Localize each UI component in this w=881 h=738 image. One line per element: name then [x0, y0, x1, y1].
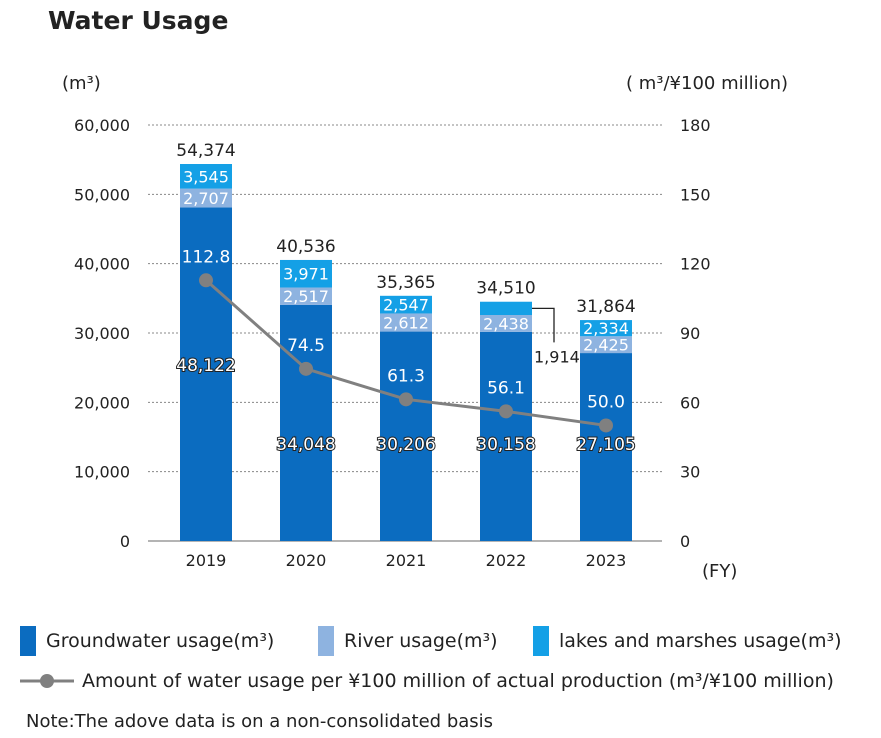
left-tick-label: 20,000 [74, 393, 130, 412]
axes: 0 10,000 20,000 30,000 40,000 50,000 60,000 0 30… [62, 73, 788, 582]
intensity-point [299, 361, 313, 376]
bar-lakes [180, 164, 232, 189]
right-tick-label: 60 [680, 393, 700, 412]
intensity-label: 56.1 [487, 378, 525, 398]
lakes-label: 1,914 [534, 347, 580, 366]
total-label: 34,510 [476, 279, 535, 299]
bar-groundwater [480, 331, 532, 541]
left-tick-label: 0 [120, 532, 130, 551]
bar-river [180, 188, 232, 208]
left-tick-label: 40,000 [74, 255, 130, 274]
river-label: 2,707 [183, 189, 229, 208]
chart-title: Water Usage [48, 6, 229, 35]
total-label: 31,864 [576, 297, 635, 317]
groundwater-label: 48,122 [176, 356, 235, 376]
bar-river [280, 287, 332, 305]
bar-lakes [280, 259, 332, 288]
total-label: 54,374 [176, 141, 235, 161]
left-tick-label: 60,000 [74, 116, 130, 135]
bars [180, 164, 632, 541]
x-axis-unit: (FY) [702, 561, 737, 582]
groundwater-label: 30,206 [376, 435, 435, 455]
left-tick-label: 10,000 [74, 463, 130, 482]
left-tick-label: 30,000 [74, 324, 130, 343]
x-tick-label: 2021 [386, 551, 427, 570]
river-label: 2,612 [383, 314, 429, 333]
lakes-label: 3,971 [283, 265, 329, 284]
legend-swatch-groundwater [20, 626, 36, 656]
legend-river: River usage(m³) [318, 626, 498, 656]
legend-label-groundwater: Groundwater usage(m³) [46, 630, 275, 652]
intensity-point [499, 404, 513, 419]
river-label: 2,517 [283, 287, 329, 306]
x-tick-label: 2019 [186, 551, 227, 570]
right-tick-label: 150 [680, 185, 711, 204]
intensity-label: 74.5 [287, 336, 325, 356]
intensity-point [599, 418, 613, 433]
legend-swatch-intensity [20, 674, 74, 688]
intensity-point [199, 273, 213, 288]
bar-lakes [380, 295, 432, 314]
groundwater-label: 34,048 [276, 435, 335, 455]
river-label: 2,438 [483, 314, 529, 333]
bar-river [380, 313, 432, 332]
right-axis-unit: ( m³/¥100 million) [626, 73, 788, 94]
legend-lakes: lakes and marshes usage(m³) [533, 626, 841, 656]
water-usage-chart: 0 10,000 20,000 30,000 40,000 50,000 60,000 0 30… [62, 73, 788, 582]
bar-groundwater [280, 304, 332, 541]
intensity-line [199, 273, 613, 433]
right-tick-label: 30 [680, 463, 700, 482]
legend-label-lakes: lakes and marshes usage(m³) [559, 630, 842, 652]
footnote: Note:The adove data is on a non-consolid… [26, 711, 494, 732]
bar-river [580, 336, 632, 354]
right-tick-label: 120 [680, 255, 711, 274]
bar-groundwater [180, 207, 232, 541]
legend-label-intensity: Amount of water usage per ¥100 million o… [82, 670, 834, 692]
right-tick-label: 90 [680, 324, 700, 343]
intensity-label: 61.3 [387, 366, 425, 386]
lakes-label: 2,547 [383, 296, 429, 315]
x-tick-label: 2023 [586, 551, 627, 570]
x-tick-label: 2020 [286, 551, 327, 570]
total-label: 40,536 [276, 237, 335, 257]
left-axis-unit: (m³) [62, 73, 101, 94]
right-tick-label: 180 [680, 116, 711, 135]
legend-groundwater: Groundwater usage(m³) [20, 626, 274, 656]
intensity-point [399, 392, 413, 407]
total-label: 35,365 [376, 273, 435, 293]
data-labels: 48,122 2,707 3,545 54,374 112.8 34,048 2,517 3,… [175, 141, 636, 456]
lakes-callout-line [532, 307, 555, 343]
river-label: 2,425 [583, 336, 629, 355]
bar-groundwater [580, 353, 632, 541]
lakes-label: 3,545 [183, 167, 229, 186]
bar-groundwater [380, 331, 432, 541]
left-tick-label: 50,000 [74, 185, 130, 204]
bar-lakes [480, 301, 532, 316]
bar-river [480, 315, 532, 332]
bar-lakes [580, 320, 632, 337]
groundwater-label: 30,158 [476, 435, 535, 455]
legend-label-river: River usage(m³) [344, 630, 498, 652]
legend-swatch-river [318, 626, 334, 656]
legend-swatch-lakes [533, 626, 549, 656]
intensity-label: 112.8 [182, 247, 231, 267]
lakes-label: 2,334 [583, 319, 629, 338]
x-tick-label: 2022 [486, 551, 527, 570]
legend-intensity: Amount of water usage per ¥100 million o… [18, 670, 834, 692]
groundwater-label: 27,105 [576, 435, 635, 455]
intensity-label: 50.0 [587, 392, 625, 412]
right-tick-label: 0 [680, 532, 690, 551]
